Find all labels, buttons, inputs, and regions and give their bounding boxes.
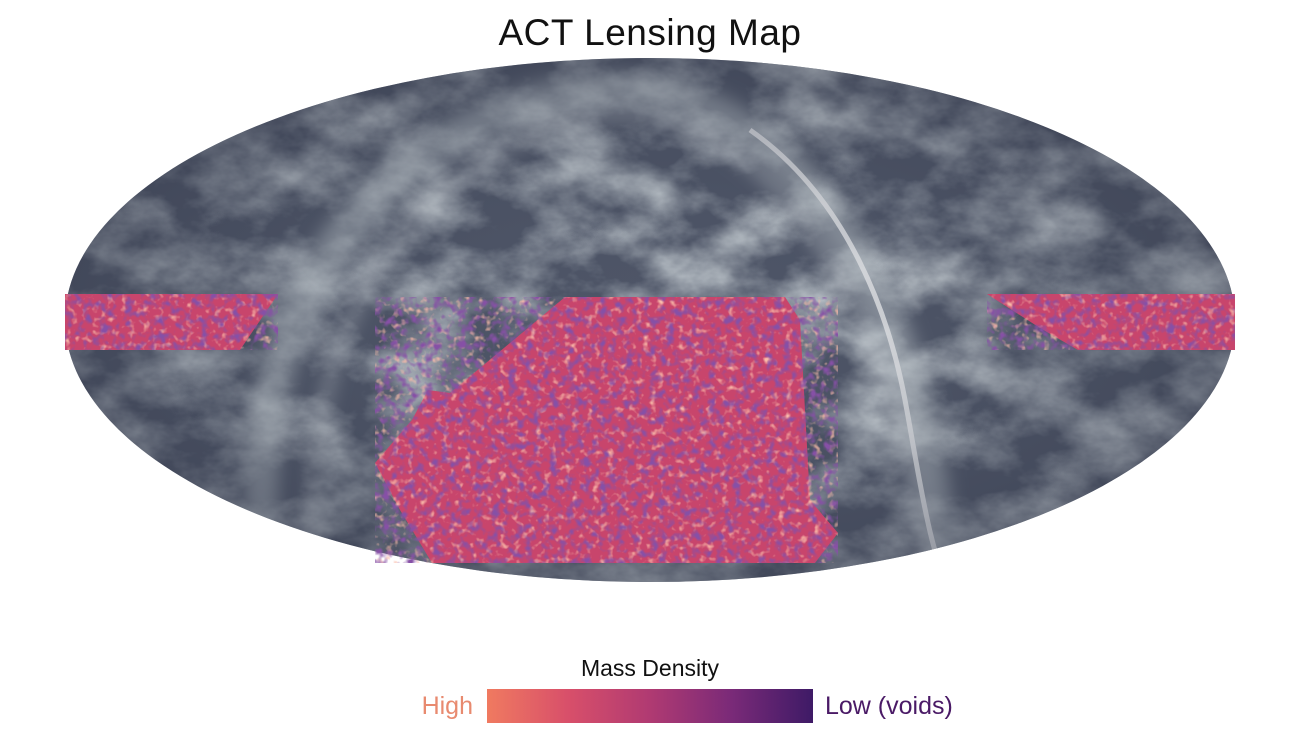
legend-low-label: Low (voids): [825, 692, 953, 720]
act-region-right: [987, 294, 1235, 350]
act-region-center: [375, 297, 838, 563]
act-region-left: [65, 294, 278, 350]
legend-high-label: High: [421, 692, 473, 720]
legend-title: Mass Density: [580, 655, 720, 681]
legend-colorbar: [487, 689, 813, 723]
map-title: ACT Lensing Map: [498, 12, 802, 53]
